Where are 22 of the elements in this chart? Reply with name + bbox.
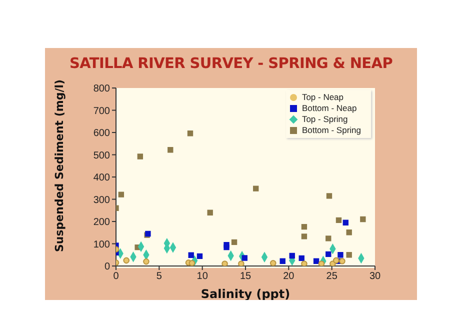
y-axis-title: Suspended Sediment (mg/l): [52, 79, 66, 252]
x-tick-label: 10: [196, 271, 208, 282]
legend-label: Bottom - Spring: [302, 125, 361, 135]
y-tick-label: 600: [93, 128, 110, 140]
y-tick-label: 200: [93, 217, 110, 228]
y-tick-label: 0: [104, 262, 110, 273]
x-tick-label: 5: [156, 271, 162, 282]
x-tick-label: 20: [283, 271, 295, 282]
chart-title: SATILLA RIVER SURVEY - SPRING & NEAP: [68, 56, 394, 72]
y-tick-label: 400: [93, 172, 110, 184]
x-tick-label: 30: [369, 271, 381, 282]
legend-label: Bottom - Neap: [302, 103, 357, 113]
legend-label: Top - Neap: [302, 92, 344, 102]
y-tick-label: 100: [93, 239, 110, 250]
x-tick-label: 25: [326, 271, 338, 282]
x-tick-label: 15: [240, 271, 252, 282]
x-tick-label: 0: [113, 271, 120, 282]
y-tick-label: 300: [93, 194, 110, 206]
y-tick-label: 500: [93, 150, 110, 162]
y-tick-label: 800: [93, 84, 110, 95]
y-tick-label: 700: [93, 106, 110, 117]
legend-label: Top - Spring: [302, 114, 348, 124]
